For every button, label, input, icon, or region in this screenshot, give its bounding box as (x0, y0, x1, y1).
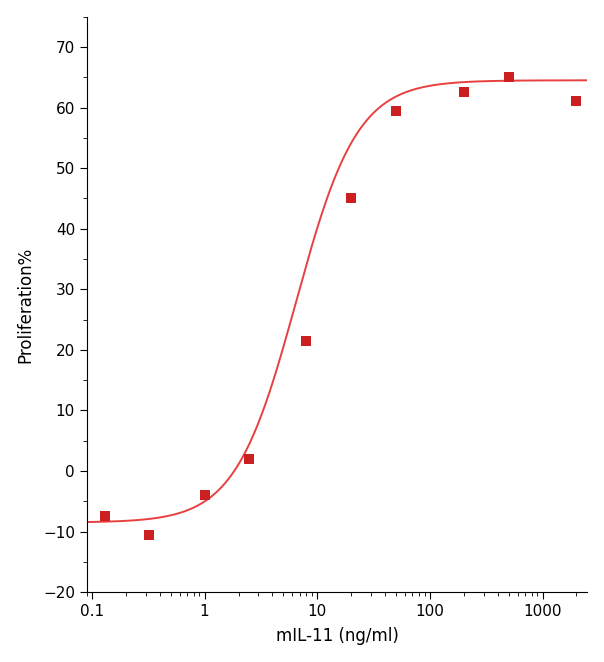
Point (301, 336, 311, 346)
Point (391, 105, 401, 116)
Point (245, 453, 254, 464)
Y-axis label: Proliferation%: Proliferation% (17, 246, 34, 363)
Point (100, 511, 109, 522)
Point (459, 87, 469, 98)
Point (571, 96, 581, 107)
Point (504, 72, 513, 83)
Point (200, 490, 210, 500)
X-axis label: mIL-11 (ng/ml): mIL-11 (ng/ml) (275, 628, 399, 645)
Point (346, 193, 356, 204)
Point (144, 530, 153, 540)
